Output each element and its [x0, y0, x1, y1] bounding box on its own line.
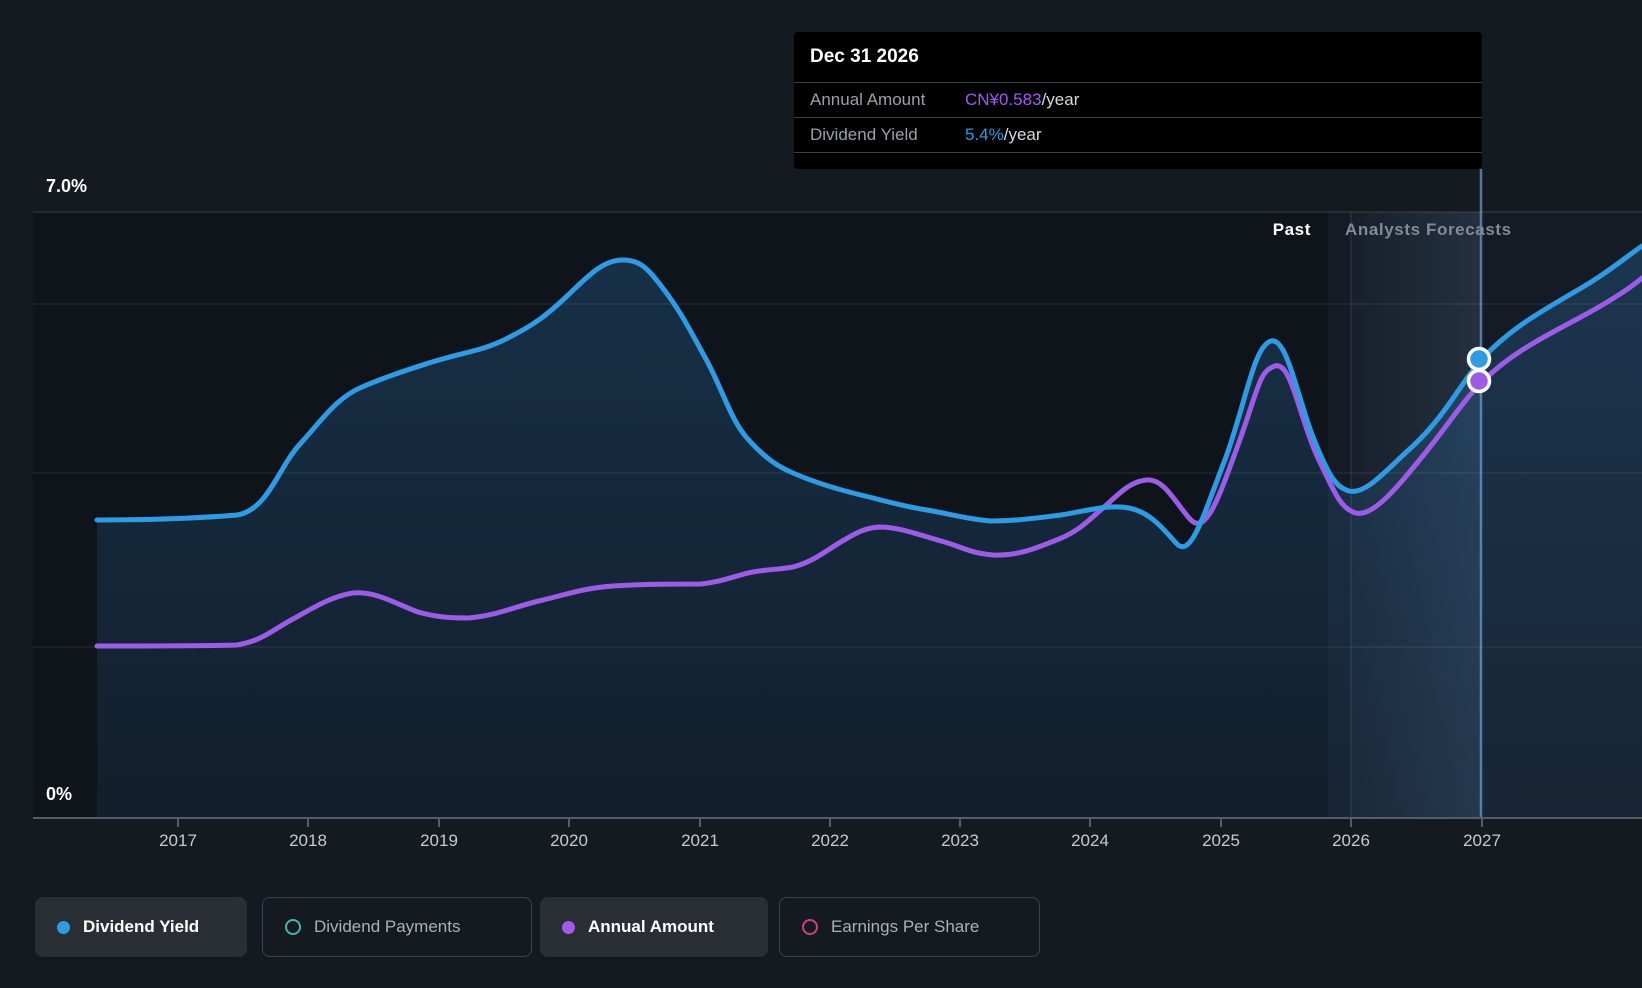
x-tick-label: 2019	[420, 831, 458, 850]
legend-annual-amount-button[interactable]: Annual Amount	[540, 897, 768, 957]
legend-label: Dividend Yield	[83, 917, 200, 936]
legend-label: Dividend Payments	[314, 917, 461, 936]
annual-amount-dot-icon	[562, 920, 575, 934]
x-tick-label: 2022	[811, 831, 849, 850]
annual-amount-line	[94, 275, 1642, 649]
x-tick-label: 2024	[1071, 831, 1109, 850]
tooltip-value-suffix: /year	[1041, 90, 1080, 109]
x-tick-label: 2025	[1202, 831, 1240, 850]
tooltip-label: Annual Amount	[810, 90, 926, 109]
dividend-yield-dot-icon	[57, 920, 70, 934]
tooltip-row-dividend-yield: Dividend Yield 5.4% /year	[794, 118, 1482, 153]
x-tick-label: 2021	[681, 831, 719, 850]
x-tick-label: 2020	[550, 831, 588, 850]
legend-label: Annual Amount	[588, 917, 714, 936]
dividend-yield-point-marker	[1466, 346, 1492, 372]
dividend-yield-line	[94, 243, 1642, 550]
annual-amount-point-marker	[1466, 368, 1492, 394]
x-tick-label: 2023	[941, 831, 979, 850]
earnings-per-share-ring-icon	[802, 919, 818, 935]
x-tick-label: 2018	[289, 831, 327, 850]
legend-dividend-payments-button[interactable]: Dividend Payments	[262, 897, 532, 957]
forecasts-section-label: Analysts Forecasts	[1345, 220, 1512, 239]
tooltip-value: 5.4%	[965, 125, 1004, 144]
x-tick-label: 2026	[1332, 831, 1370, 850]
x-axis	[33, 817, 1642, 827]
gridlines	[33, 211, 1642, 648]
tooltip-label: Dividend Yield	[810, 125, 918, 144]
chart-tooltip: Dec 31 2026 Annual Amount CN¥0.583 /year…	[794, 32, 1482, 169]
dividend-payments-ring-icon	[285, 919, 301, 935]
legend-earnings-per-share-button[interactable]: Earnings Per Share	[779, 897, 1040, 957]
x-tick-label: 2017	[159, 831, 197, 850]
x-tick-label: 2027	[1463, 831, 1501, 850]
y-axis-max-label: 7.0%	[46, 176, 88, 196]
tooltip-value-suffix: /year	[1003, 125, 1042, 144]
tooltip-value: CN¥0.583	[965, 90, 1042, 109]
tooltip-row-annual-amount: Annual Amount CN¥0.583 /year	[794, 83, 1482, 118]
y-axis-min-label: 0%	[46, 784, 73, 804]
legend-label: Earnings Per Share	[831, 917, 980, 936]
legend-dividend-yield-button[interactable]: Dividend Yield	[35, 897, 247, 957]
past-section-label: Past	[1272, 220, 1311, 239]
tooltip-date: Dec 31 2026	[794, 32, 1482, 83]
